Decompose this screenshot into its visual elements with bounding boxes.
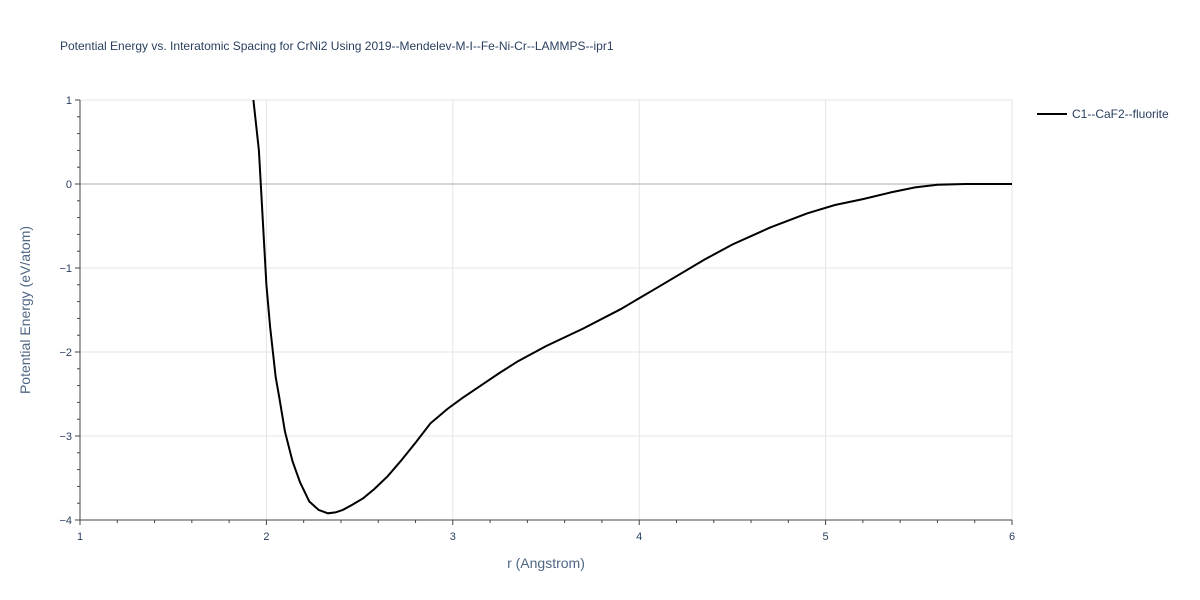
- series-line-c1-caf2-fluorite: [252, 99, 1012, 515]
- y-axis-title: Potential Energy (eV/atom): [17, 226, 33, 394]
- x-axis-title: r (Angstrom): [507, 555, 585, 571]
- x-tick-label: 4: [636, 531, 642, 543]
- x-tick-label: 1: [77, 531, 83, 543]
- y-tick-label: −1: [59, 263, 72, 275]
- grid: [80, 99, 1013, 520]
- y-tick-label: 1: [66, 95, 72, 107]
- chart-title: Potential Energy vs. Interatomic Spacing…: [60, 39, 614, 53]
- legend-label: C1--CaF2--fluorite: [1072, 107, 1169, 121]
- y-tick-label: −3: [59, 431, 72, 443]
- axes: 1 2 3 4 5 6 1 0 −1 −2 −3 −4: [59, 95, 1015, 543]
- y-tick-label: 0: [66, 179, 72, 191]
- x-tick-label: 6: [1009, 531, 1015, 543]
- legend[interactable]: C1--CaF2--fluorite: [1037, 107, 1169, 121]
- x-tick-label: 5: [823, 531, 829, 543]
- y-tick-label: −4: [59, 515, 72, 527]
- y-tick-label: −2: [59, 347, 72, 359]
- x-tick-label: 2: [263, 531, 269, 543]
- x-tick-label: 3: [450, 531, 456, 543]
